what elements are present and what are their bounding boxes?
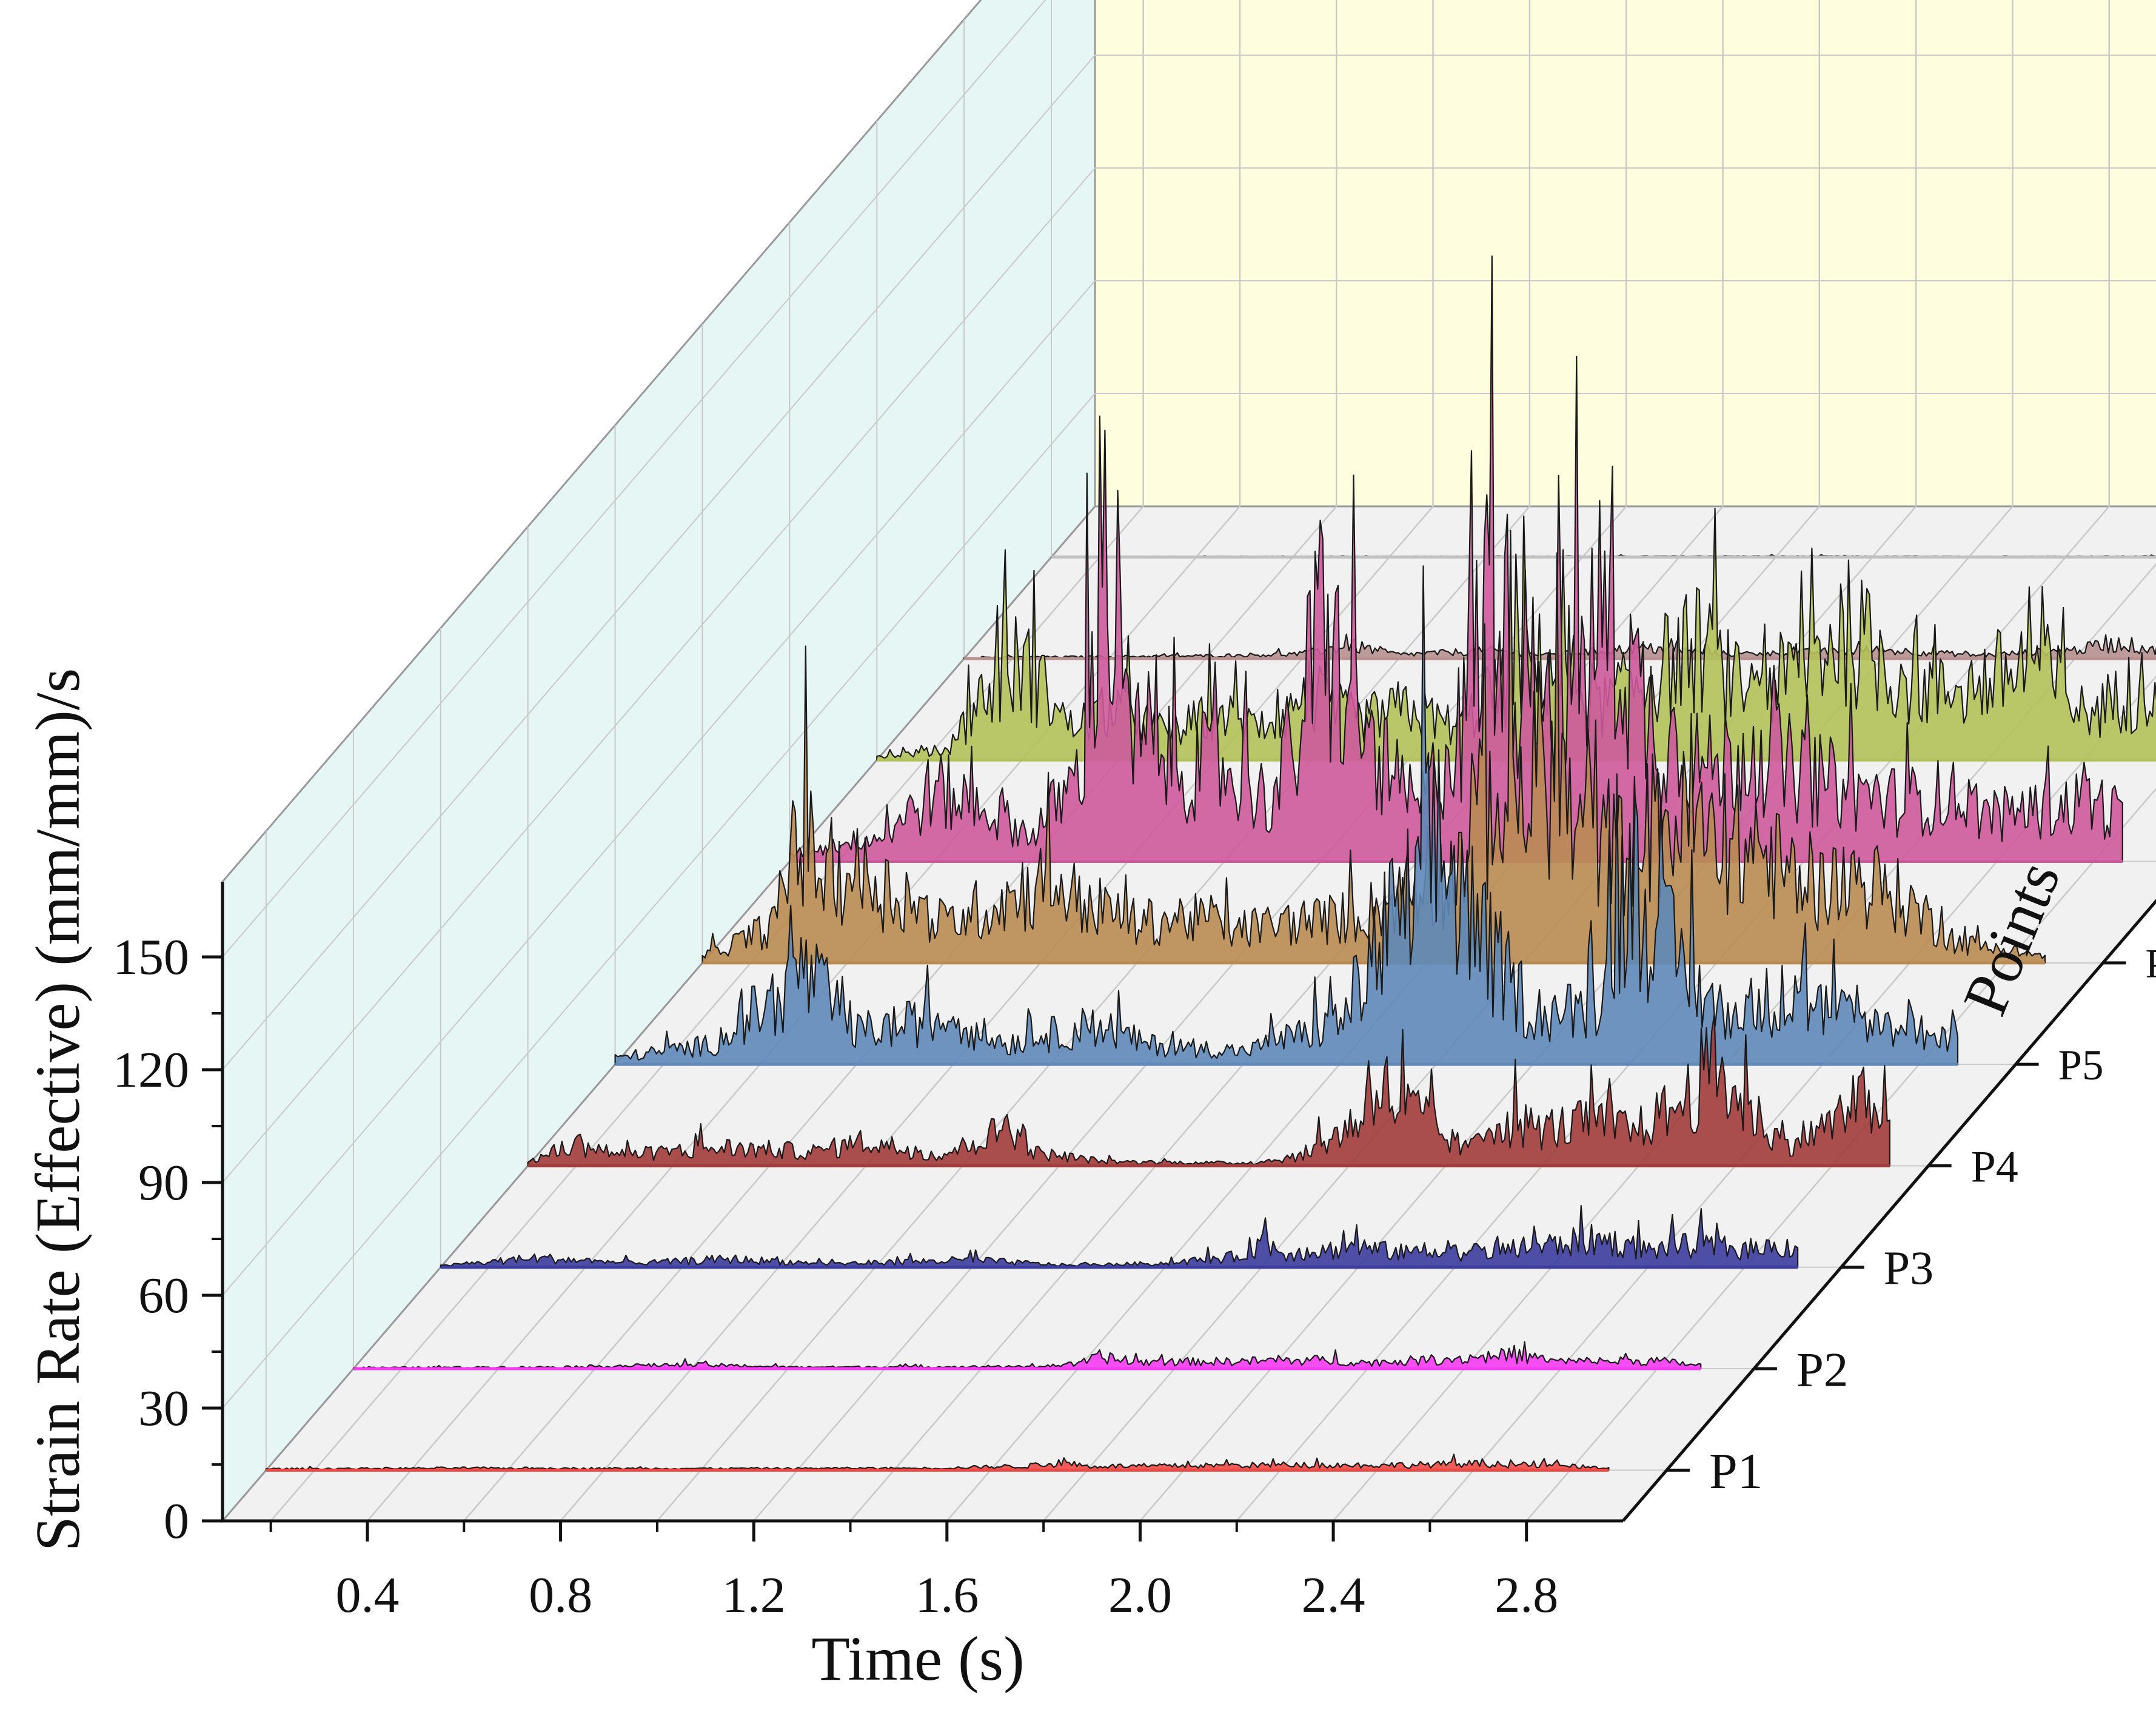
z-tick-label: P5 xyxy=(2058,1042,2104,1089)
z-tick-label: P4 xyxy=(1971,1142,2018,1192)
left-wall-grid-line xyxy=(222,167,1096,1183)
x-axis-title: Time (s) xyxy=(811,1624,1025,1694)
floor-grid-line xyxy=(1525,787,2156,1521)
z-axis-line xyxy=(1622,899,2156,1522)
floor-grid-line xyxy=(463,506,1337,1521)
x-tick-label: 0.4 xyxy=(335,1567,399,1623)
x-tick-label: 2.8 xyxy=(1495,1567,1558,1623)
series-p2 xyxy=(352,1341,1702,1370)
y-tick-label: 150 xyxy=(113,929,189,985)
y-tick-label: 120 xyxy=(113,1042,189,1098)
series-area-p4 xyxy=(527,1013,1890,1167)
floor-grid-line xyxy=(560,506,1434,1521)
chart-axes: 0.4 0.8 1.2 1.6 2.0 2.4 2.8 0 30 60 90 120 150 P1 P2 P3… xyxy=(113,882,2156,1623)
series-p10 xyxy=(1050,554,2156,559)
series-p5 xyxy=(614,565,1959,1066)
x-tick-label: 2.0 xyxy=(1108,1567,1172,1623)
series-p7 xyxy=(789,255,2123,864)
y-tick-label: 0 xyxy=(164,1493,189,1549)
z-tick-label: P1 xyxy=(1709,1443,1763,1500)
series-p3 xyxy=(440,1204,1799,1269)
series-area-p9 xyxy=(963,633,2156,660)
series-area-p2 xyxy=(352,1341,1702,1370)
series-area-p7 xyxy=(789,255,2123,862)
floor-grid-line xyxy=(1429,675,2156,1521)
series-layer xyxy=(265,255,2156,1472)
floor-grid-line xyxy=(753,506,1627,1521)
series-area-p3 xyxy=(440,1204,1799,1268)
y-axis-title: Strain Rate (Effective) (mm/mm)/s xyxy=(23,668,93,1552)
x-tick-label: 2.4 xyxy=(1302,1567,1365,1623)
left-wall-grid-line xyxy=(222,55,1096,1070)
x-tick-label: 0.8 xyxy=(529,1567,592,1623)
y-tick-label: 30 xyxy=(138,1380,189,1437)
y-tick-label: 90 xyxy=(138,1155,189,1211)
z-tick-label: P6 xyxy=(2145,941,2156,987)
left-wall-grid-line xyxy=(222,393,1096,1409)
left-wall-grid-line xyxy=(222,280,1096,1296)
z-tick-label: P2 xyxy=(1796,1342,1849,1397)
left-wall-grid-line xyxy=(222,0,1046,958)
x-tick-label: 1.6 xyxy=(915,1567,979,1623)
series-p1 xyxy=(265,1454,1610,1472)
series-p4 xyxy=(527,1013,1890,1167)
series-area-p5 xyxy=(614,565,1959,1065)
x-tick-label: 1.2 xyxy=(722,1567,786,1623)
z-tick-label: P3 xyxy=(1884,1241,1933,1294)
y-tick-label: 60 xyxy=(138,1267,189,1324)
